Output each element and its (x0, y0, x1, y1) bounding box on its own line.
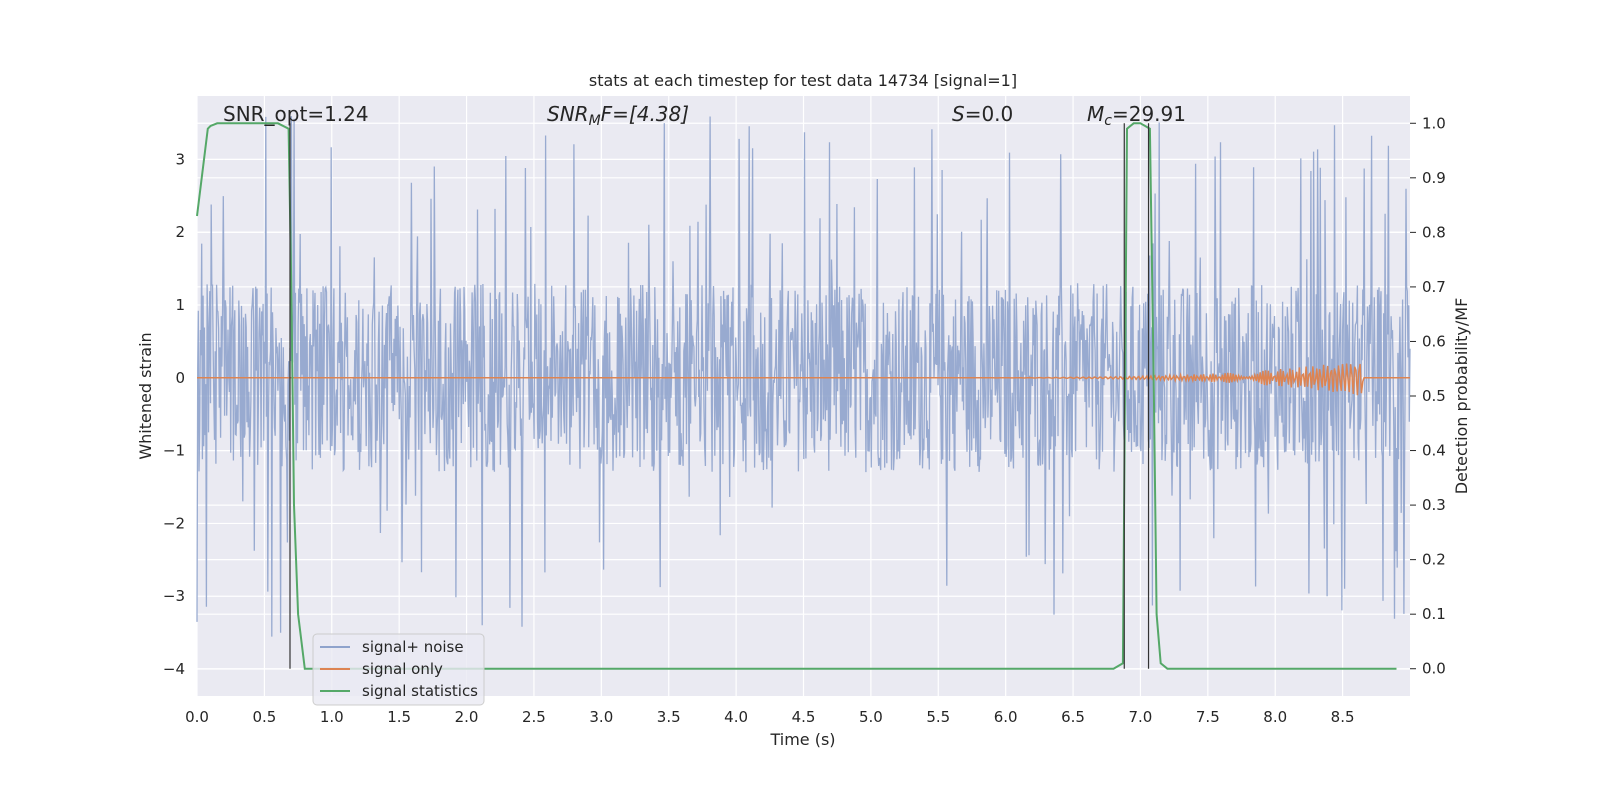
legend-label-stat: signal statistics (362, 682, 478, 700)
y-tick-label: 2 (175, 223, 185, 241)
y-tick-label: −2 (163, 514, 185, 532)
legend-box (312, 633, 485, 706)
series-signal-only (197, 363, 1410, 396)
y-tick-label: −1 (163, 442, 185, 460)
y2-tick-label: 0.0 (1422, 660, 1446, 678)
y-tick-label: 3 (175, 150, 185, 168)
annotation-snr-opt: SNR_opt=1.24 (223, 102, 369, 126)
chart-title: stats at each timestep for test data 147… (589, 71, 1017, 90)
y2-tick-label: 0.3 (1422, 496, 1446, 514)
x-tick-label: 7.5 (1196, 708, 1220, 726)
y2-tick-label: 0.5 (1422, 387, 1446, 405)
x-tick-label: 3.0 (589, 708, 613, 726)
legend-label-signal: signal only (362, 660, 443, 678)
annotation-mc-sub: c (1104, 113, 1112, 129)
series-signal-noise (196, 116, 1411, 637)
x-tick-label: 2.5 (522, 708, 546, 726)
annotation-mc: Mc=29.91 (1087, 102, 1186, 129)
annotation-s-rest: =0.0 (965, 102, 1014, 126)
x-tick-label: 6.0 (994, 708, 1018, 726)
y2-tick-label: 0.4 (1422, 442, 1446, 460)
x-tick-label: 3.5 (657, 708, 681, 726)
y-axis-label: Whitened strain (136, 332, 155, 459)
x-tick-label: 0.5 (252, 708, 276, 726)
legend-label-noise: signal+ noise (362, 638, 464, 656)
x-axis-label: Time (s) (769, 730, 835, 749)
x-tick-label: 7.0 (1129, 708, 1153, 726)
x-tick-label: 4.5 (792, 708, 816, 726)
x-tick-label: 8.0 (1263, 708, 1287, 726)
annotation-mc-rest: =29.91 (1112, 102, 1186, 126)
y2-axis-label: Detection probability/MF (1452, 298, 1471, 495)
y-tick-label: 0 (175, 369, 185, 387)
y2-tick-label: 0.6 (1422, 332, 1446, 350)
x-tick-label: 6.5 (1061, 708, 1085, 726)
legend: signal+ noise signal only signal statist… (312, 633, 485, 706)
annotation-s-italic: S (952, 102, 965, 126)
vline-layer (289, 123, 1150, 669)
annotation-s: S=0.0 (952, 102, 1013, 126)
annotation-snr-mf: SNRMF=[4.38] (547, 102, 689, 129)
x-tick-label: 1.5 (387, 708, 411, 726)
x-tick-label: 2.0 (455, 708, 479, 726)
x-tick-label: 4.0 (724, 708, 748, 726)
y2-tick-label: 0.9 (1422, 169, 1446, 187)
annotation-snr-mf-rest: F=[4.38] (601, 102, 689, 126)
y2-tick-label: 0.1 (1422, 605, 1446, 623)
y2-tick-label: 0.2 (1422, 551, 1446, 569)
y-tick-label: 1 (175, 296, 185, 314)
x-tick-label: 0.0 (185, 708, 209, 726)
x-tick-label: 8.5 (1331, 708, 1355, 726)
noise-layer (196, 116, 1411, 637)
x-tick-label: 5.5 (926, 708, 950, 726)
y2-tick-label: 1.0 (1422, 114, 1446, 132)
y-tick-label: −3 (163, 587, 185, 605)
annotation-mc-main: M (1087, 102, 1104, 126)
y2-tick-label: 0.8 (1422, 223, 1446, 241)
annotation-snr-mf-main: SNR (547, 102, 589, 126)
x-tick-label: 1.0 (320, 708, 344, 726)
y-tick-label: −4 (163, 660, 185, 678)
tick-layer: 0.0 0.5 1.0 1.5 2.0 2.5 3.0 3.5 4.0 4.5 5.0 5.5 6.0 6… (163, 114, 1446, 726)
signal-layer (197, 363, 1410, 396)
annotation-snr-mf-sub: M (589, 113, 601, 129)
y2-tick-label: 0.7 (1422, 278, 1446, 296)
x-tick-label: 5.0 (859, 708, 883, 726)
